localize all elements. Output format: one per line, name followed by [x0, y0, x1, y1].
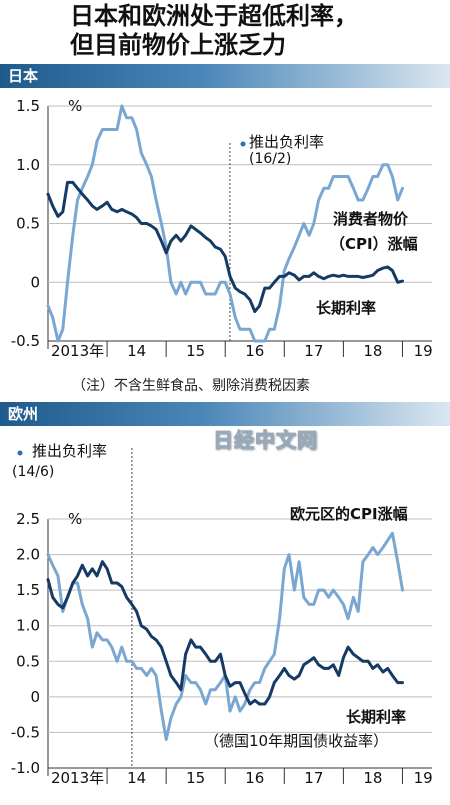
japan-event-label: 推出负利率 — [249, 133, 325, 151]
section-band-japan: 日本 — [0, 64, 450, 88]
europe-y-tick-label: 2.5 — [16, 510, 40, 528]
europe-chart: 2.5 2.0 1.5 1.0 0.5 0 -0.5 -1.0% 2013年 14 15 16 17 18… — [11, 448, 433, 787]
japan-x-tick-label: 17 — [304, 342, 323, 360]
europe-y-tick-label: 1.5 — [16, 581, 40, 599]
japan-cpi-line — [46, 104, 404, 343]
japan-x-tick-label: 16 — [245, 342, 264, 360]
japan-cpi-label-line1: 消费者物价 — [333, 210, 409, 228]
japan-y-tick-label: -0.5 — [11, 332, 40, 350]
europe-rate-label: 长期利率 — [346, 708, 407, 726]
europe-event-label: 推出负利率 — [32, 442, 108, 460]
page-title: 日本和欧洲处于超低利率， 但目前物价上涨乏力 — [70, 2, 450, 60]
japan-y-tick-label: 0 — [30, 273, 40, 291]
europe-event-dot — [17, 450, 23, 456]
europe-cpi-label: 欧元区的CPI涨幅 — [290, 505, 408, 523]
japan-x-tick-label: 18 — [363, 342, 382, 360]
japan-chart: 1.5 1.0 0.5 0 -0.5% 2013年 14 15 16 17 18 19 — [11, 97, 433, 360]
europe-x-tick-label: 14 — [127, 769, 146, 787]
title-line-2: 但目前物价上涨乏力 — [70, 31, 286, 59]
europe-y-tick-label: -1.0 — [11, 759, 40, 777]
europe-x-tick-label: 15 — [186, 769, 205, 787]
japan-rate-label: 长期利率 — [316, 299, 377, 317]
japan-x-tick-label: 15 — [186, 342, 205, 360]
europe-rate-sublabel: （德国10年期国债收益率） — [204, 732, 389, 750]
title-line-1: 日本和欧洲处于超低利率， — [70, 2, 358, 30]
europe-rate-line — [46, 560, 404, 706]
japan-note: （注）不含生鲜食品、剔除消费税因素 — [72, 378, 310, 394]
europe-x-tick-label: 17 — [304, 769, 323, 787]
japan-rate-line — [46, 180, 404, 314]
europe-x-tick-label: 16 — [245, 769, 264, 787]
japan-unit-label: % — [68, 97, 82, 115]
japan-event-dot — [240, 141, 246, 147]
europe-y-tick-label: -0.5 — [11, 723, 40, 741]
europe-x-tick-label: 18 — [363, 769, 382, 787]
japan-y-tick-label: 0.5 — [16, 215, 40, 233]
europe-y-tick-label: 0.5 — [16, 652, 40, 670]
watermark: 日经中文网 — [213, 428, 318, 453]
japan-y-tick-label: 1.5 — [16, 97, 40, 115]
japan-x-tick-label: 14 — [127, 342, 146, 360]
europe-y-tick-label: 2.0 — [16, 546, 40, 564]
japan-event-date: (16/2) — [249, 151, 292, 167]
europe-unit-label: % — [68, 510, 82, 528]
japan-cpi-label-line2: （CPI）涨幅 — [330, 235, 418, 253]
japan-x-tick-label: 2013年 — [51, 342, 104, 360]
europe-y-tick-label: 1.0 — [16, 617, 40, 635]
europe-event-date: (14/6) — [12, 464, 55, 480]
europe-y-tick-label: 0 — [30, 688, 40, 706]
europe-x-tick-label: 2013年 — [51, 769, 104, 787]
europe-x-tick-label: 19 — [414, 769, 433, 787]
section-band-europe: 欧州 — [0, 402, 450, 426]
japan-x-tick-label: 19 — [414, 342, 433, 360]
japan-y-tick-label: 1.0 — [16, 156, 40, 174]
